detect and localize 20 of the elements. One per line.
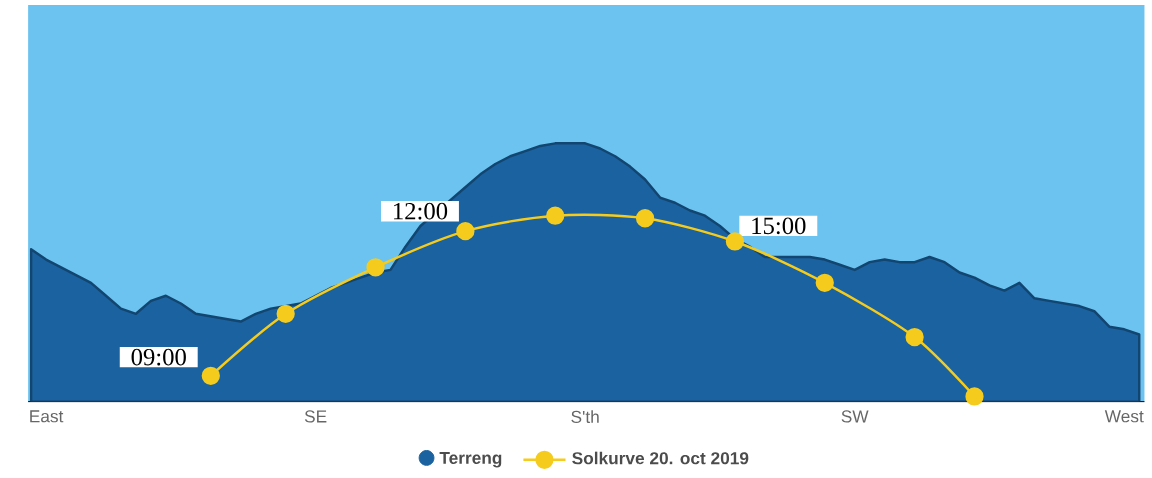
point <box>725 232 745 251</box>
point <box>366 258 385 277</box>
point <box>456 222 475 241</box>
point <box>276 304 295 324</box>
annotation: 12:00 <box>394 202 448 220</box>
x-tick-label: SW <box>841 410 869 423</box>
x-tick-label: SE <box>304 410 327 423</box>
x-tick-label: West <box>1104 410 1144 423</box>
legend-label: Solkurve 20. oct 2019 <box>572 451 749 465</box>
point <box>546 206 565 225</box>
point <box>965 387 984 406</box>
point <box>201 366 220 386</box>
annotation: 15:00 <box>752 217 806 235</box>
legend-label: Terreng <box>439 452 502 468</box>
x-tick-label: S'th <box>571 410 599 424</box>
point <box>635 209 655 228</box>
x-tick-label: East <box>30 410 64 423</box>
point <box>815 273 834 293</box>
annotation: 09:00 <box>131 348 186 366</box>
point <box>905 328 924 347</box>
